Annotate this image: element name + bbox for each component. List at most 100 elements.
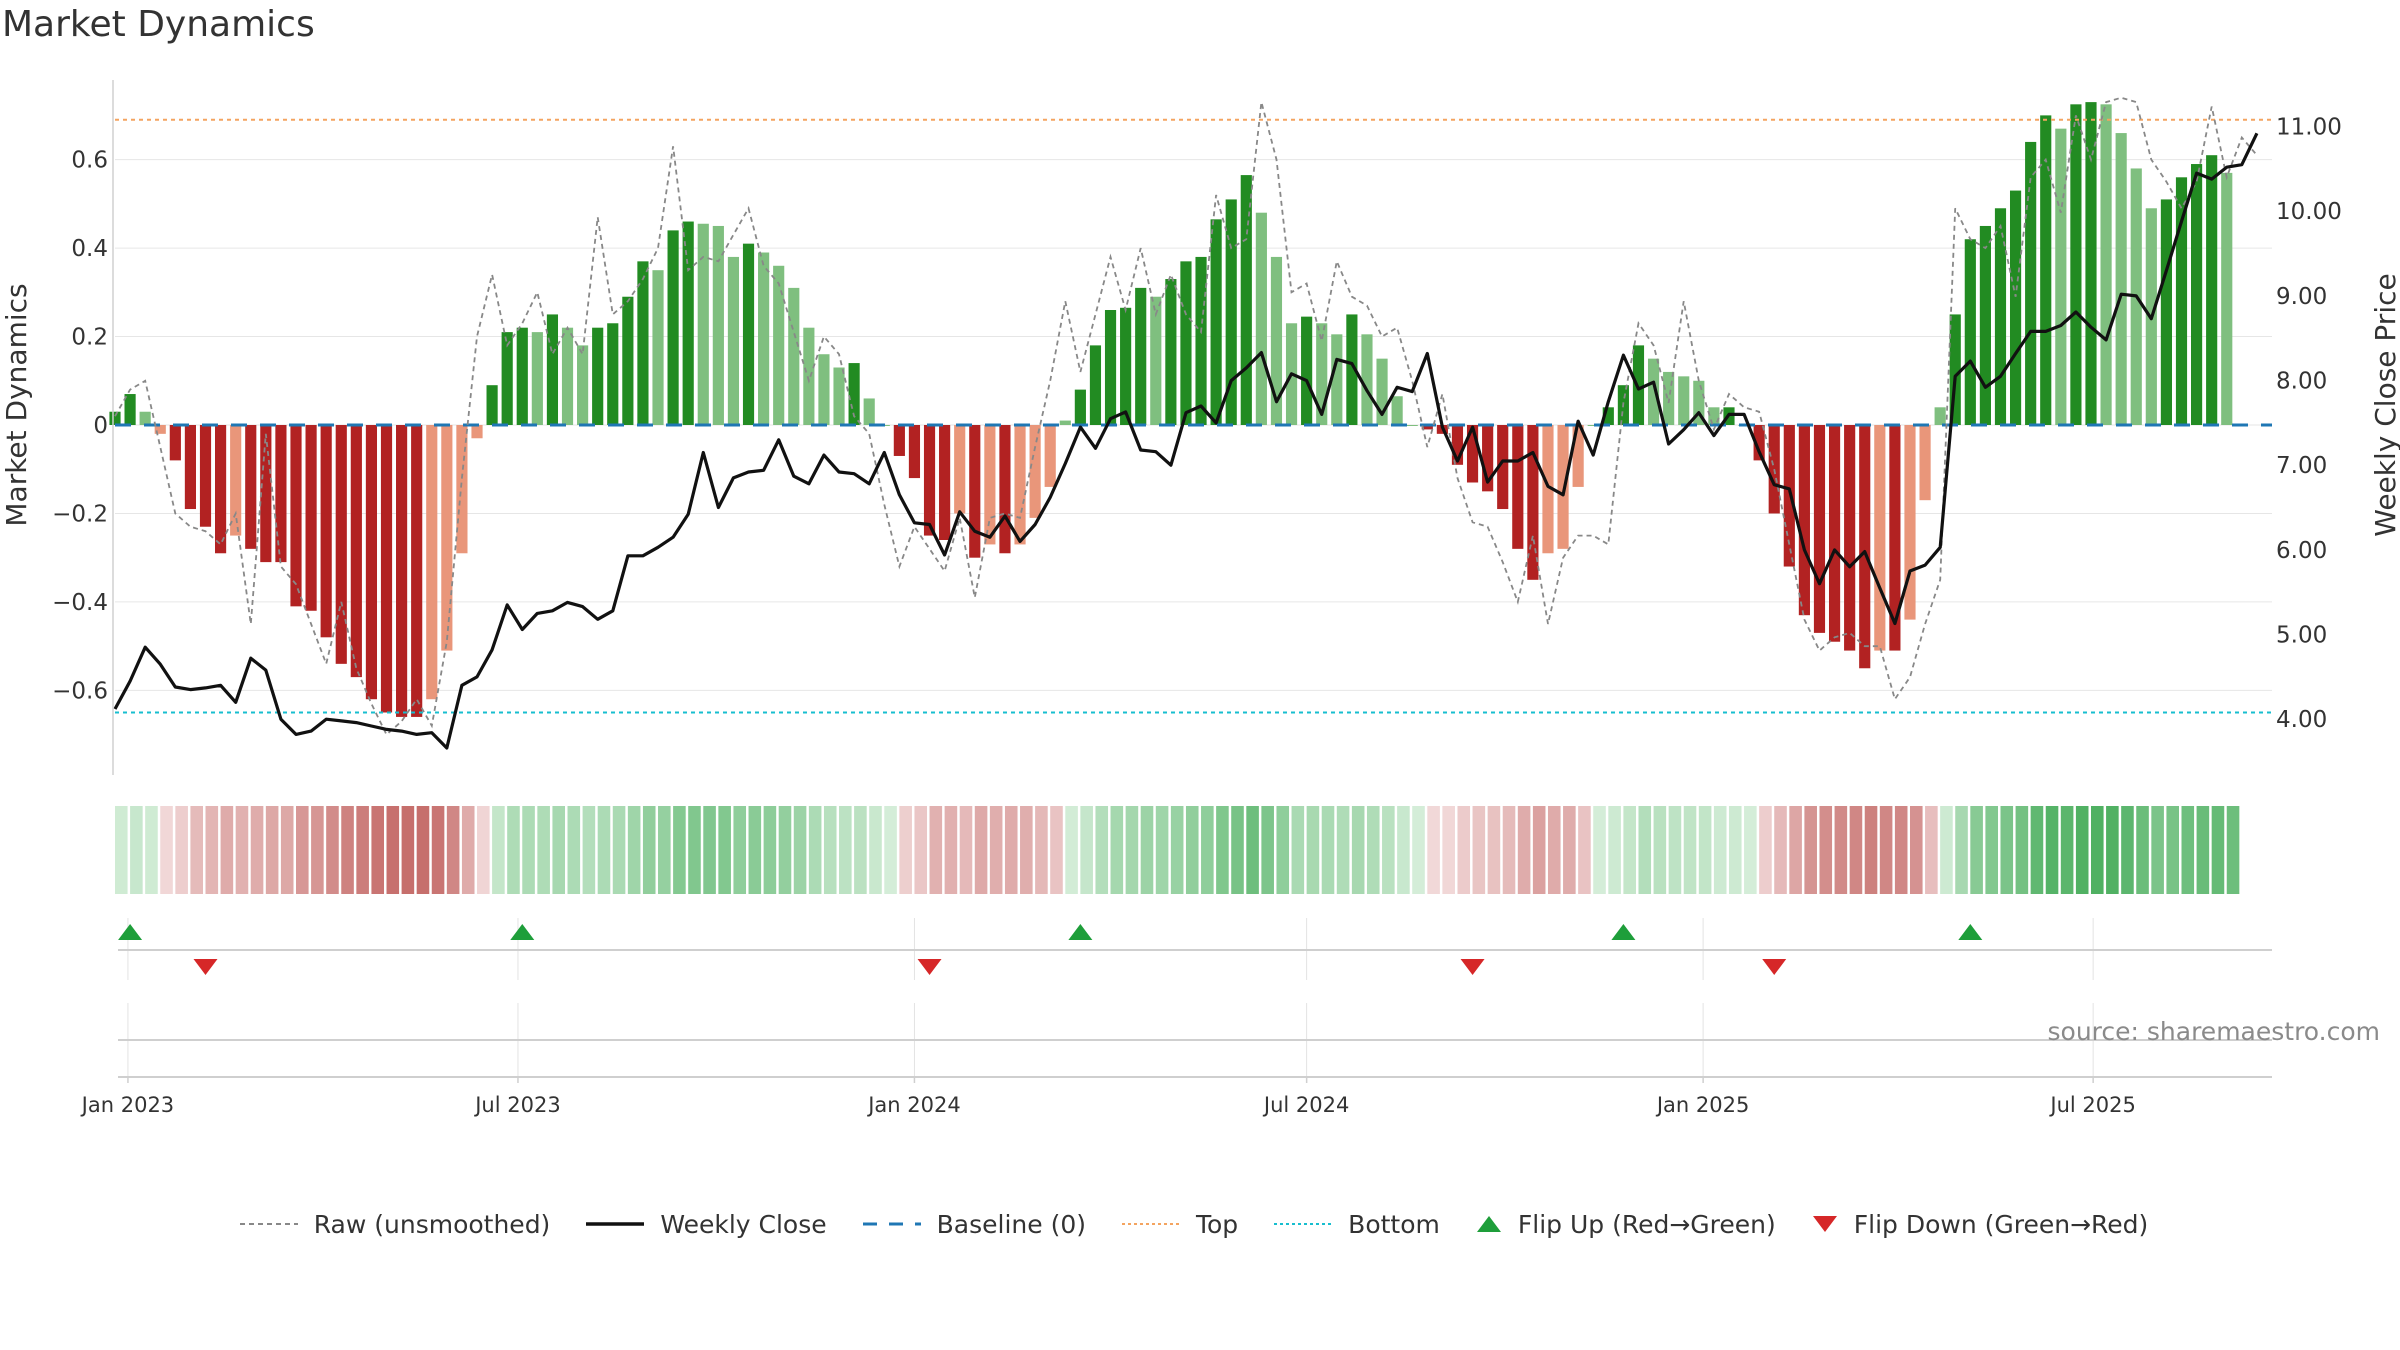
momentum-bar [1421,425,1433,430]
momentum-bar [1497,425,1509,510]
momentum-bar [1376,358,1388,425]
heat-cell [1185,806,1199,894]
heat-cell [1170,806,1184,894]
heat-cell [2030,806,2044,894]
momentum-bar [1572,425,1584,487]
momentum-bar [1828,425,1841,642]
momentum-bar [1844,425,1856,651]
heat-cell [1216,806,1229,894]
heat-cell [1744,806,1757,894]
heat-cell [1155,806,1169,894]
heat-cell [974,806,988,894]
momentum-bar [1527,425,1539,580]
y2-tick-label: 8.00 [2276,369,2327,395]
momentum-bar [1663,371,1675,425]
heat-cell [296,806,309,894]
heat-cell [703,806,716,894]
momentum-bar [561,327,574,425]
heat-cell [326,806,339,894]
y-tick-label: 0.6 [71,148,108,174]
momentum-bar [833,367,845,425]
heat-cell [356,806,369,894]
heat-cell [1517,806,1531,894]
heat-cell [1789,806,1802,894]
momentum-bar [1602,407,1614,425]
heat-cell [944,806,958,894]
heat-cell [2226,806,2240,894]
momentum-bar [712,225,724,425]
heat-cell [1774,806,1787,894]
heat-cell [1532,806,1546,894]
dotted-line-icon [1121,1223,1180,1225]
momentum-bar [592,327,604,425]
legend-item-top: Top [1120,1210,1238,1239]
dashed-line-icon [239,1223,298,1225]
heat-cell [1623,806,1636,894]
heat-cell [446,806,460,894]
heat-cell [311,806,324,894]
heat-cell [1125,806,1139,894]
heat-cell [763,806,777,894]
y-tick-label: −0.4 [52,590,108,616]
heat-cell [1140,806,1154,894]
heat-cell [160,806,173,894]
raw-unsmoothed-line [114,96,2258,737]
momentum-bar [199,425,212,527]
x-tick-label: Jul 2025 [2048,1093,2135,1117]
momentum-bar [848,363,860,425]
raw-series [114,96,2258,737]
momentum-bar [682,221,694,425]
y-axis-label: Market Dynamics [0,283,33,526]
y-tick-label: 0.4 [71,236,108,262]
heat-cell [839,806,852,894]
momentum-bar [1044,425,1056,487]
heat-cell [1638,806,1652,894]
momentum-bar [1240,175,1252,425]
y-tick-label: −0.6 [52,678,108,704]
y2-tick-label: 4.00 [2276,707,2327,733]
momentum-bar [380,425,393,713]
heat-cell [205,806,219,894]
momentum-bar [471,425,483,439]
reference-lines [115,118,2272,714]
heat-cell [1261,806,1274,894]
heat-cell [265,806,279,894]
momentum-bar [1316,323,1328,425]
legend-item-baseline: Baseline (0) [861,1210,1086,1239]
flip-down-marker [917,959,942,975]
momentum-bar [1150,296,1162,425]
momentum-bar [184,425,197,510]
heat-cell [1336,806,1350,894]
heat-cell [1728,806,1742,894]
legend-item-raw: Raw (unsmoothed) [238,1210,550,1239]
momentum-bar [773,265,785,425]
heat-cell [522,806,535,894]
momentum-bar [607,323,619,425]
heat-cell [2015,806,2029,894]
heat-cell [492,806,505,894]
momentum-bar [2160,199,2172,425]
heat-cell [929,806,943,894]
heat-cell [1683,806,1697,894]
momentum-bar [2206,155,2218,425]
legend-label: Baseline (0) [936,1209,1086,1239]
momentum-bar [154,425,166,434]
momentum-bar [2040,115,2052,425]
heat-cell [959,806,973,894]
heat-cell [1894,806,1908,894]
heat-cell [1759,806,1772,894]
heat-cell [1909,806,1923,894]
momentum-bar [622,296,634,425]
momentum-bar [1391,396,1403,425]
momentum-bar [1135,287,1147,425]
heat-cell [1608,806,1621,894]
heat-cell [778,806,792,894]
momentum-bar [260,425,272,563]
heat-cell [1864,806,1878,894]
momentum-bar [275,425,287,563]
heat-cell [130,806,143,894]
heat-cell [612,806,626,894]
heat-cell [1502,806,1516,894]
heat-cell [1487,806,1501,894]
